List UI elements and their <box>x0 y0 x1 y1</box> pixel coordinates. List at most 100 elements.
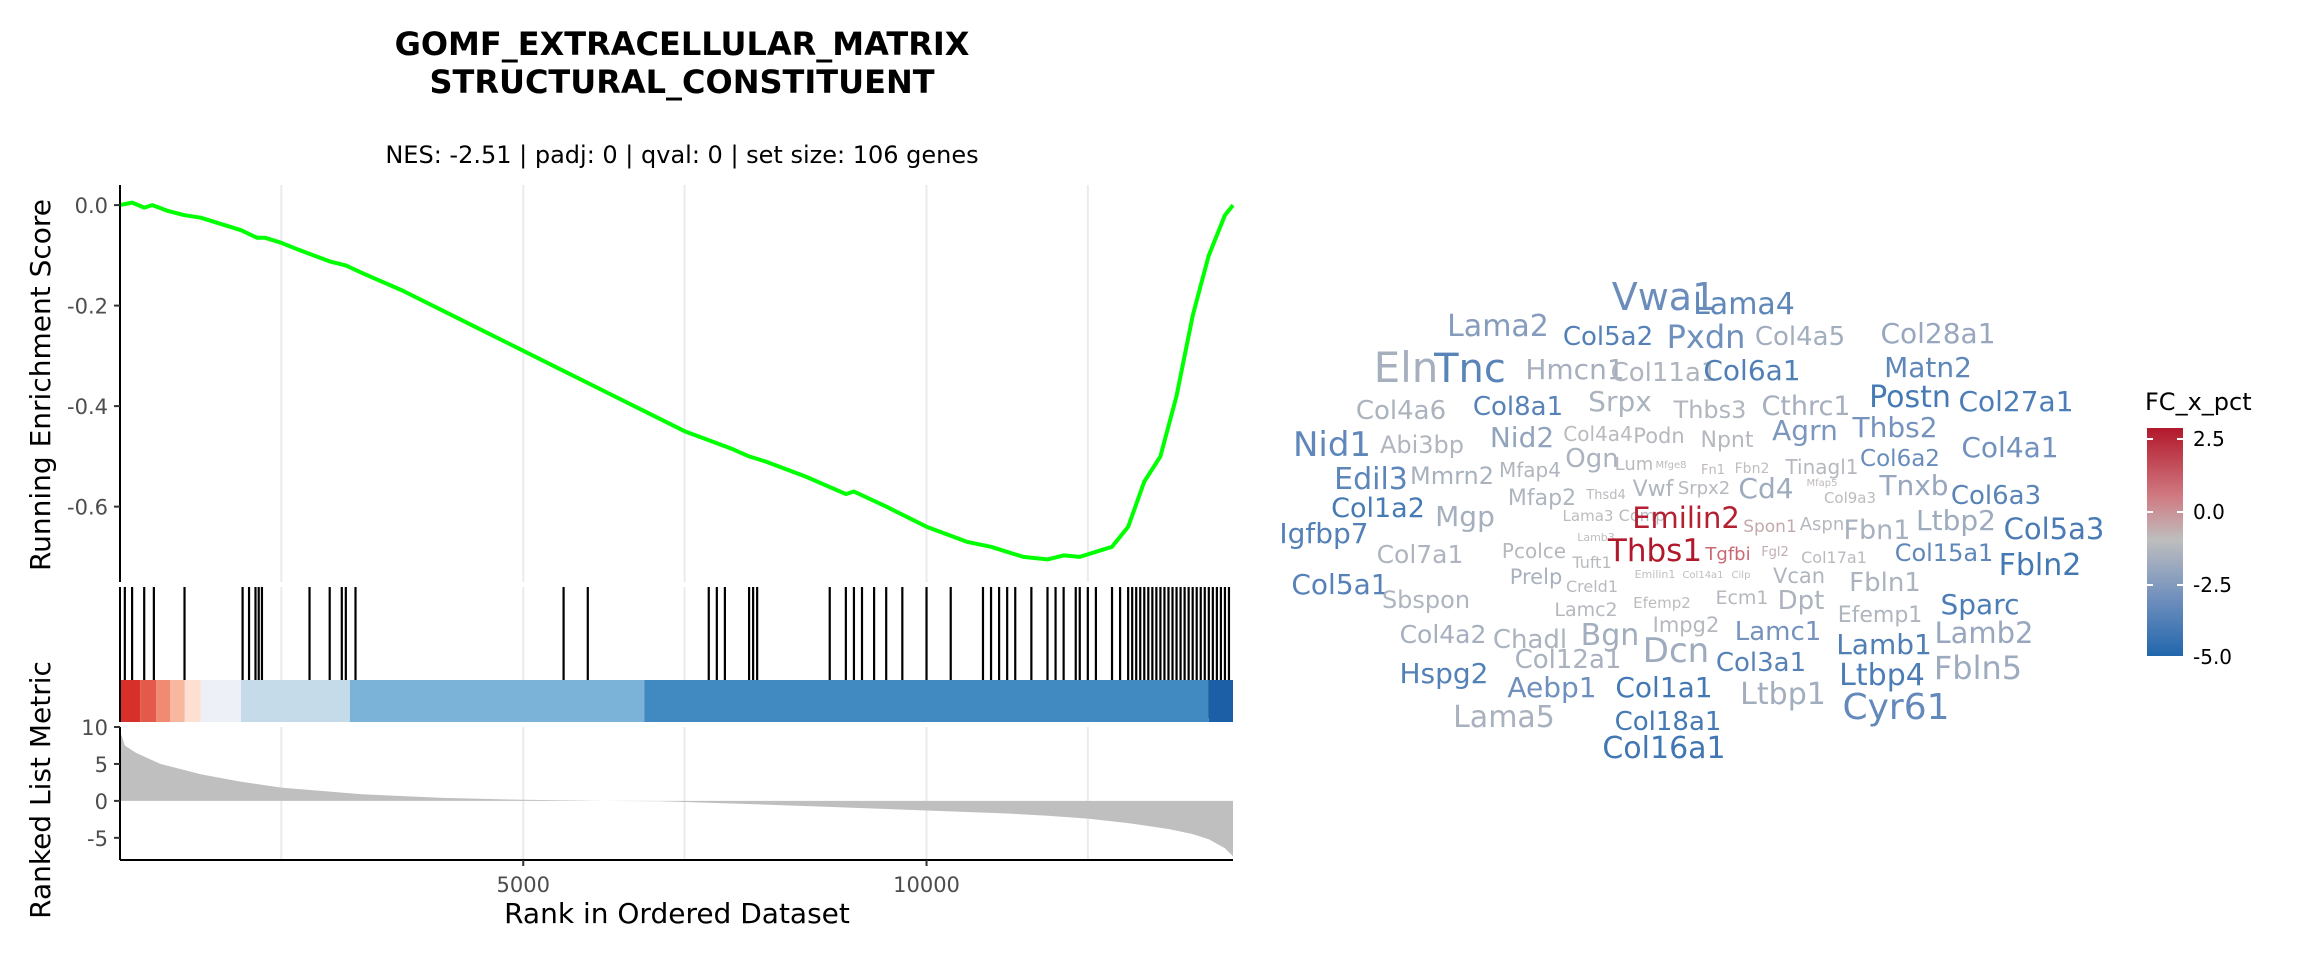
wordcloud-word: Col14a1 <box>1682 570 1723 581</box>
legend-tick-label: -2.5 <box>2193 573 2232 597</box>
wordcloud-word: Ltbp1 <box>1740 677 1826 712</box>
rank-color-bar <box>119 587 1233 722</box>
wordcloud-word: Col8a1 <box>1473 392 1563 422</box>
wordcloud-word: Fbn1 <box>1844 515 1911 546</box>
metric-y-tick-label: 10 <box>81 716 108 740</box>
wordcloud-word: Ltbp4 <box>1839 658 1925 693</box>
wordcloud-word: Fbln2 <box>1999 548 2082 583</box>
wordcloud-word: Fn1 <box>1701 463 1725 478</box>
wordcloud-word: Ogn <box>1565 444 1618 474</box>
wordcloud-word: Fbn2 <box>1735 461 1770 477</box>
metric-y-tick-label: 0 <box>95 790 108 814</box>
wordcloud-word: Creld1 <box>1566 577 1618 596</box>
x-axis-label: Rank in Ordered Dataset <box>504 897 850 930</box>
wordcloud-word: Cd4 <box>1738 472 1793 505</box>
enrichment-curve-layer <box>119 200 1235 562</box>
wordcloud-word: Emilin1 <box>1635 568 1676 581</box>
wordcloud-word: Col28a1 <box>1880 317 1995 350</box>
wordcloud-word: Col15a1 <box>1895 539 1994 567</box>
wordcloud-word: Col1a1 <box>1615 671 1712 704</box>
wordcloud-word: Col16a1 <box>1602 731 1725 766</box>
wordcloud-word: Col4a5 <box>1755 322 1845 352</box>
rank-bar-segment <box>120 680 141 722</box>
x-tick-label: 10000 <box>893 873 960 897</box>
enrichment-axes: 0.0 -0.2 -0.4 -0.6 <box>67 185 121 582</box>
wordcloud-word: Col17a1 <box>1801 548 1867 567</box>
ranked-metric-panel: 10 5 0 -5 5000 10000 <box>81 716 1233 897</box>
wordcloud-word: Ecm1 <box>1715 587 1768 609</box>
enrichment-curve <box>119 200 1235 562</box>
enrichment-y-tick-label: -0.4 <box>67 395 108 419</box>
wordcloud-word: Mfap2 <box>1508 486 1576 511</box>
wordcloud-word: Cyr61 <box>1842 687 1949 728</box>
wordcloud-word: Lamb2 <box>1934 616 2033 650</box>
wordcloud-word: Mfap5 <box>1807 478 1838 489</box>
wordcloud-word: Aspn <box>1800 514 1845 535</box>
wordcloud-word: Mfap4 <box>1499 458 1561 482</box>
rank-bar-segment <box>349 680 645 722</box>
wordcloud-word: Lama2 <box>1447 309 1549 344</box>
wordcloud-word: Col4a1 <box>1961 431 2058 464</box>
wordcloud-word: Fgl2 <box>1761 545 1789 560</box>
wordcloud-word: Col5a2 <box>1563 322 1653 352</box>
wordcloud-word: Col4a4 <box>1563 422 1632 446</box>
wordcloud-word: Col12a1 <box>1515 645 1622 675</box>
wordcloud-word: Col27a1 <box>1958 385 2073 418</box>
wordcloud-word: Efemp1 <box>1838 603 1923 628</box>
wordcloud-word: Matn2 <box>1884 351 1972 384</box>
wordcloud-word: Col4a2 <box>1400 620 1487 649</box>
wordcloud-word: Bgn <box>1581 618 1640 653</box>
wordcloud-word: Ltbp2 <box>1916 504 1996 537</box>
wordcloud-word: Tnc <box>1433 346 1506 392</box>
rank-bar-segment <box>184 680 201 722</box>
hit-grid <box>280 587 1089 680</box>
wordcloud-word: Comp <box>1619 506 1666 525</box>
wordcloud-word: Mgp <box>1435 500 1495 533</box>
wordcloud-word: Col3a1 <box>1716 648 1806 678</box>
wordcloud-word: Eln <box>1374 343 1439 392</box>
wordcloud-word: Fbln5 <box>1934 649 2022 687</box>
wordcloud-word: Tgfbi <box>1704 544 1750 565</box>
rank-bar-segment <box>240 680 350 722</box>
wordcloud-word: Tuft1 <box>1571 553 1611 572</box>
wordcloud-word: Srpx <box>1588 385 1652 418</box>
wordcloud-word: Nid2 <box>1490 421 1554 454</box>
chart-subtitle: NES: -2.51 | padj: 0 | qval: 0 | set siz… <box>385 141 978 169</box>
wordcloud-word: Nid1 <box>1293 425 1371 465</box>
wordcloud-word: Impg2 <box>1653 613 1720 637</box>
wordcloud-word: Col6a2 <box>1860 446 1940 472</box>
wordcloud-word: Thbs2 <box>1851 411 1937 444</box>
wordcloud-word: Spon1 <box>1743 517 1797 537</box>
wordcloud-word: Chadl <box>1493 625 1567 655</box>
wordcloud-word: Prelp <box>1510 565 1563 589</box>
wordcloud-word: Col4a6 <box>1356 396 1446 426</box>
wordcloud-word: Lama4 <box>1693 287 1795 322</box>
fc-legend: FC_x_pct 2.5 0.0 -2.5 -5.0 <box>2145 388 2252 669</box>
wordcloud-word: Col11a1 <box>1611 358 1718 388</box>
wordcloud-word: Lamb1 <box>1836 628 1932 661</box>
wordcloud-word: Postn <box>1869 380 1951 415</box>
legend-ticks: 2.5 0.0 -2.5 -5.0 <box>2147 427 2232 669</box>
wordcloud-word: Srpx2 <box>1678 478 1730 499</box>
wordcloud-word: Thsd4 <box>1585 488 1625 503</box>
wordcloud-word: Col9a3 <box>1824 489 1876 507</box>
wordcloud-word: Agrn <box>1772 414 1838 447</box>
wordcloud-word: Lamc1 <box>1735 617 1822 647</box>
wordcloud-word: Emilin2 <box>1632 501 1740 535</box>
y-axis-label-metric: Ranked List Metric <box>24 661 57 919</box>
legend-title: FC_x_pct <box>2145 388 2252 416</box>
metric-axes: 10 5 0 -5 5000 10000 <box>81 716 1233 897</box>
metric-y-tick-label: -5 <box>87 827 108 851</box>
wordcloud-word: Lum <box>1615 454 1654 475</box>
wordcloud-word: Sparc <box>1941 588 2020 621</box>
wordcloud-word: Mfge8 <box>1655 460 1686 471</box>
wordcloud-word: Dcn <box>1643 631 1709 671</box>
enrichment-y-tick-label: -0.6 <box>67 496 108 520</box>
wordcloud-word: Aebp1 <box>1507 671 1596 704</box>
wordcloud-word: Tnxb <box>1878 469 1948 502</box>
wordcloud-word: Lamb3 <box>1577 531 1615 544</box>
wordcloud-word: Col5a3 <box>2004 512 2105 546</box>
wordcloud-word: Edil3 <box>1334 462 1408 497</box>
legend-tick-label: 0.0 <box>2193 500 2225 524</box>
wordcloud-word: Dpt <box>1778 586 1825 616</box>
